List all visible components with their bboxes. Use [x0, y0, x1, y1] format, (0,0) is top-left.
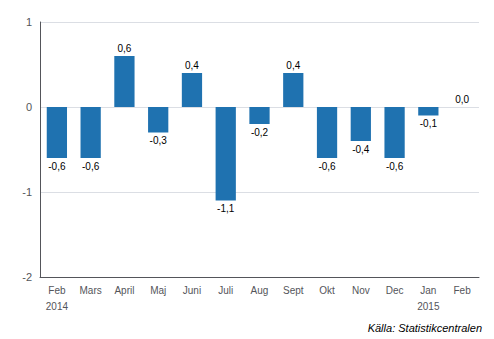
svg-text:Jan: Jan — [420, 285, 436, 296]
svg-text:0,0: 0,0 — [455, 94, 469, 105]
svg-text:Dec: Dec — [386, 285, 404, 296]
svg-text:-0,3: -0,3 — [150, 135, 168, 146]
svg-text:-2: -2 — [22, 271, 32, 283]
svg-text:Mars: Mars — [80, 285, 102, 296]
svg-text:Okt: Okt — [319, 285, 335, 296]
svg-text:April: April — [114, 285, 134, 296]
svg-text:-0,4: -0,4 — [352, 144, 370, 155]
svg-text:Feb: Feb — [453, 285, 471, 296]
svg-text:Juni: Juni — [183, 285, 201, 296]
svg-text:0,4: 0,4 — [185, 60, 199, 71]
svg-text:2015: 2015 — [417, 301, 440, 312]
svg-text:0,6: 0,6 — [117, 43, 131, 54]
svg-text:-0,6: -0,6 — [318, 161, 336, 172]
svg-text:-0,2: -0,2 — [251, 127, 269, 138]
svg-text:2014: 2014 — [46, 301, 69, 312]
svg-text:Juli: Juli — [218, 285, 233, 296]
svg-text:Feb: Feb — [48, 285, 66, 296]
svg-text:Nov: Nov — [352, 285, 370, 296]
svg-text:-1: -1 — [22, 186, 32, 198]
svg-text:0: 0 — [26, 101, 32, 113]
svg-text:Maj: Maj — [150, 285, 166, 296]
svg-text:-0,6: -0,6 — [48, 161, 66, 172]
svg-text:0,4: 0,4 — [286, 60, 300, 71]
svg-text:Källa: Statistikcentralen: Källa: Statistikcentralen — [368, 322, 482, 334]
svg-text:Sept: Sept — [283, 285, 304, 296]
svg-text:Aug: Aug — [251, 285, 269, 296]
svg-text:1: 1 — [26, 16, 32, 28]
svg-text:-0,6: -0,6 — [386, 161, 404, 172]
svg-text:-0,1: -0,1 — [420, 118, 438, 129]
svg-text:-1,1: -1,1 — [217, 203, 235, 214]
svg-text:-0,6: -0,6 — [82, 161, 100, 172]
